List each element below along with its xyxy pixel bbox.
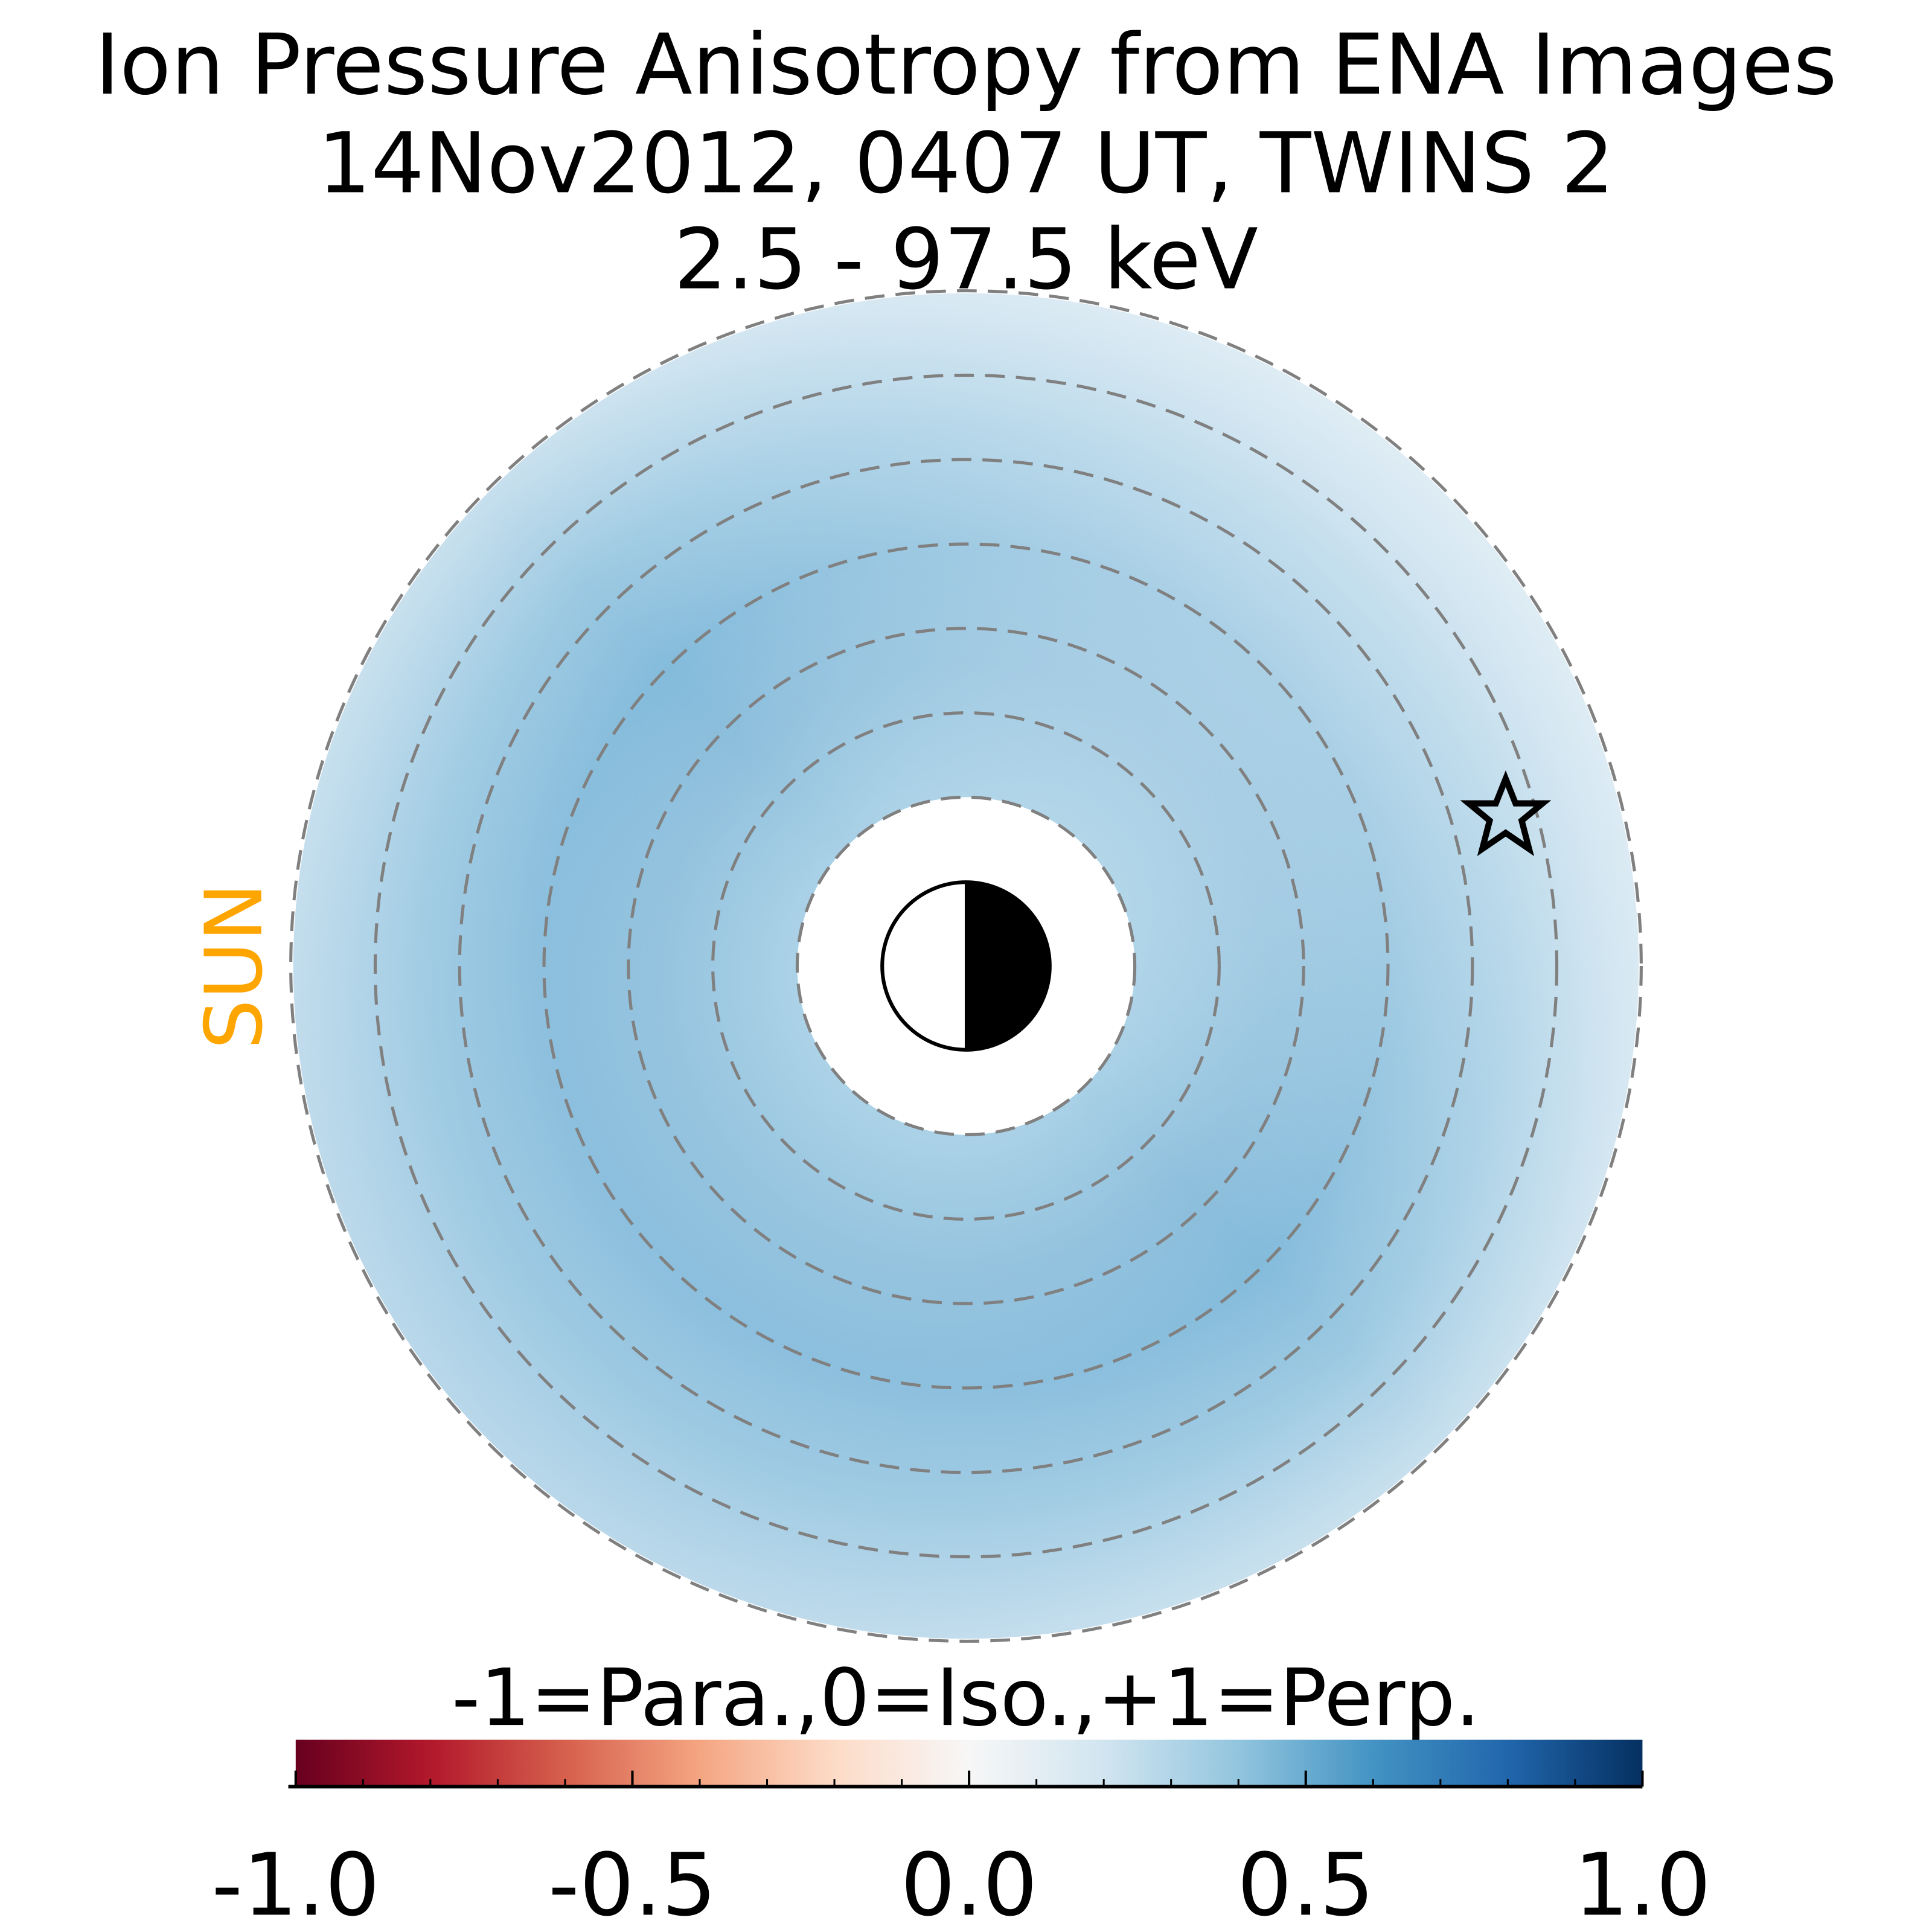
colorbar-tick-label: -1.0 [211,1834,380,1932]
colorbar-ticks: -1.0 -0.5 0.0 0.5 1.0 [211,1770,1711,1932]
colorbar-tick-label: 0.5 [1237,1834,1374,1932]
ring-5 [542,542,1390,1390]
earth-icon [880,880,1052,1052]
ring-7 [373,373,1559,1559]
colorbar-tick-label: 0.0 [901,1834,1038,1932]
colorbar-tick-label: 1.0 [1574,1834,1711,1932]
distance-rings [289,289,1643,1643]
ring-8 [289,289,1643,1643]
ring-6 [458,458,1474,1474]
spacecraft-star-icon [1460,770,1552,857]
ring-2 [795,795,1137,1137]
ring-4 [627,627,1305,1305]
title-line-1: Ion Pressure Anisotropy from ENA Images [95,16,1837,114]
sun-label: SUN [188,883,280,1049]
colorbar-tick-label: -0.5 [548,1834,717,1932]
colorbar-label: -1=Para.,0=Iso.,+1=Perp. [452,1652,1480,1744]
title-line-2: 14Nov2012, 0407 UT, TWINS 2 [318,114,1614,212]
ring-3 [711,711,1221,1221]
